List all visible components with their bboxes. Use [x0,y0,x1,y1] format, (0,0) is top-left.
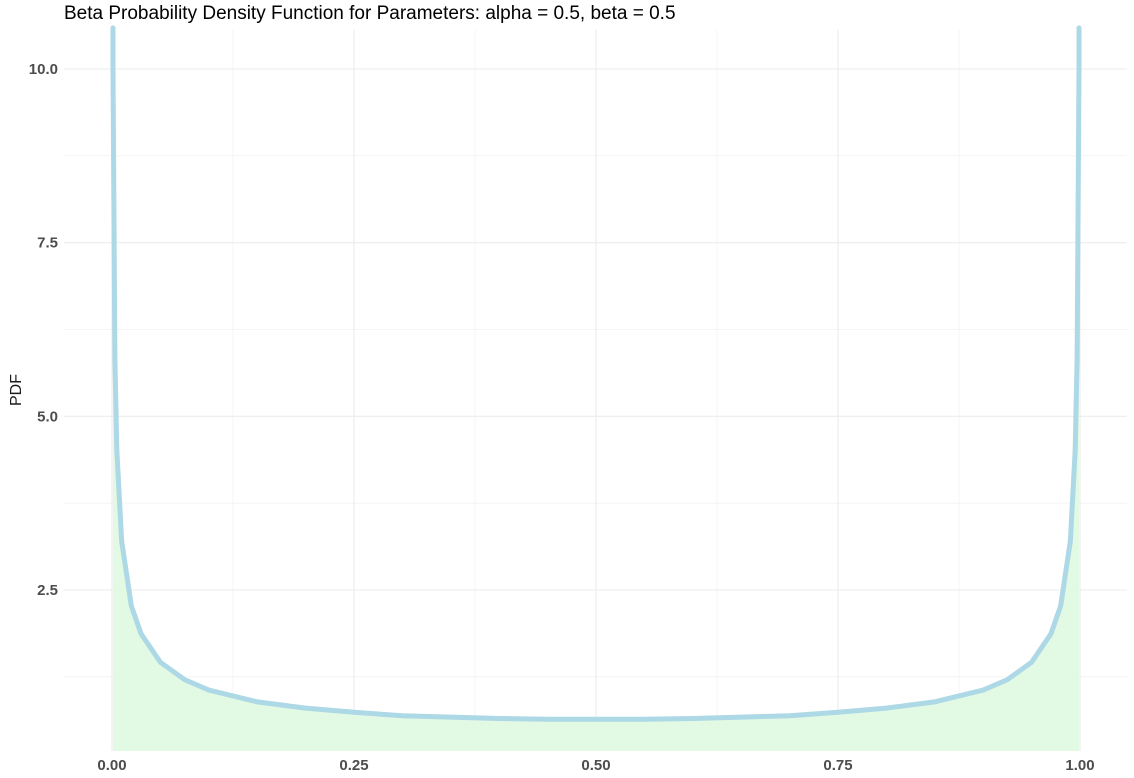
x-tick-label: 0.50 [581,757,610,774]
y-tick-label: 2.5 [37,582,58,599]
x-tick-label: 0.25 [339,757,368,774]
y-tick-label: 5.0 [37,408,58,425]
y-tick-label: 7.5 [37,235,58,252]
x-axis-ticks: 0.00 0.25 0.50 0.75 1.00 [97,757,1094,774]
y-axis-title: PDF [8,374,25,406]
x-tick-label: 0.00 [97,757,126,774]
x-tick-label: 1.00 [1065,757,1094,774]
grid-layer [64,30,1127,751]
x-tick-label: 0.75 [823,757,852,774]
chart-title: Beta Probability Density Function for Pa… [64,3,676,24]
y-tick-label: 10.0 [29,61,58,78]
pdf-curve-line [110,25,1082,722]
y-axis-ticks: 2.5 5.0 7.5 10.0 [29,61,58,599]
